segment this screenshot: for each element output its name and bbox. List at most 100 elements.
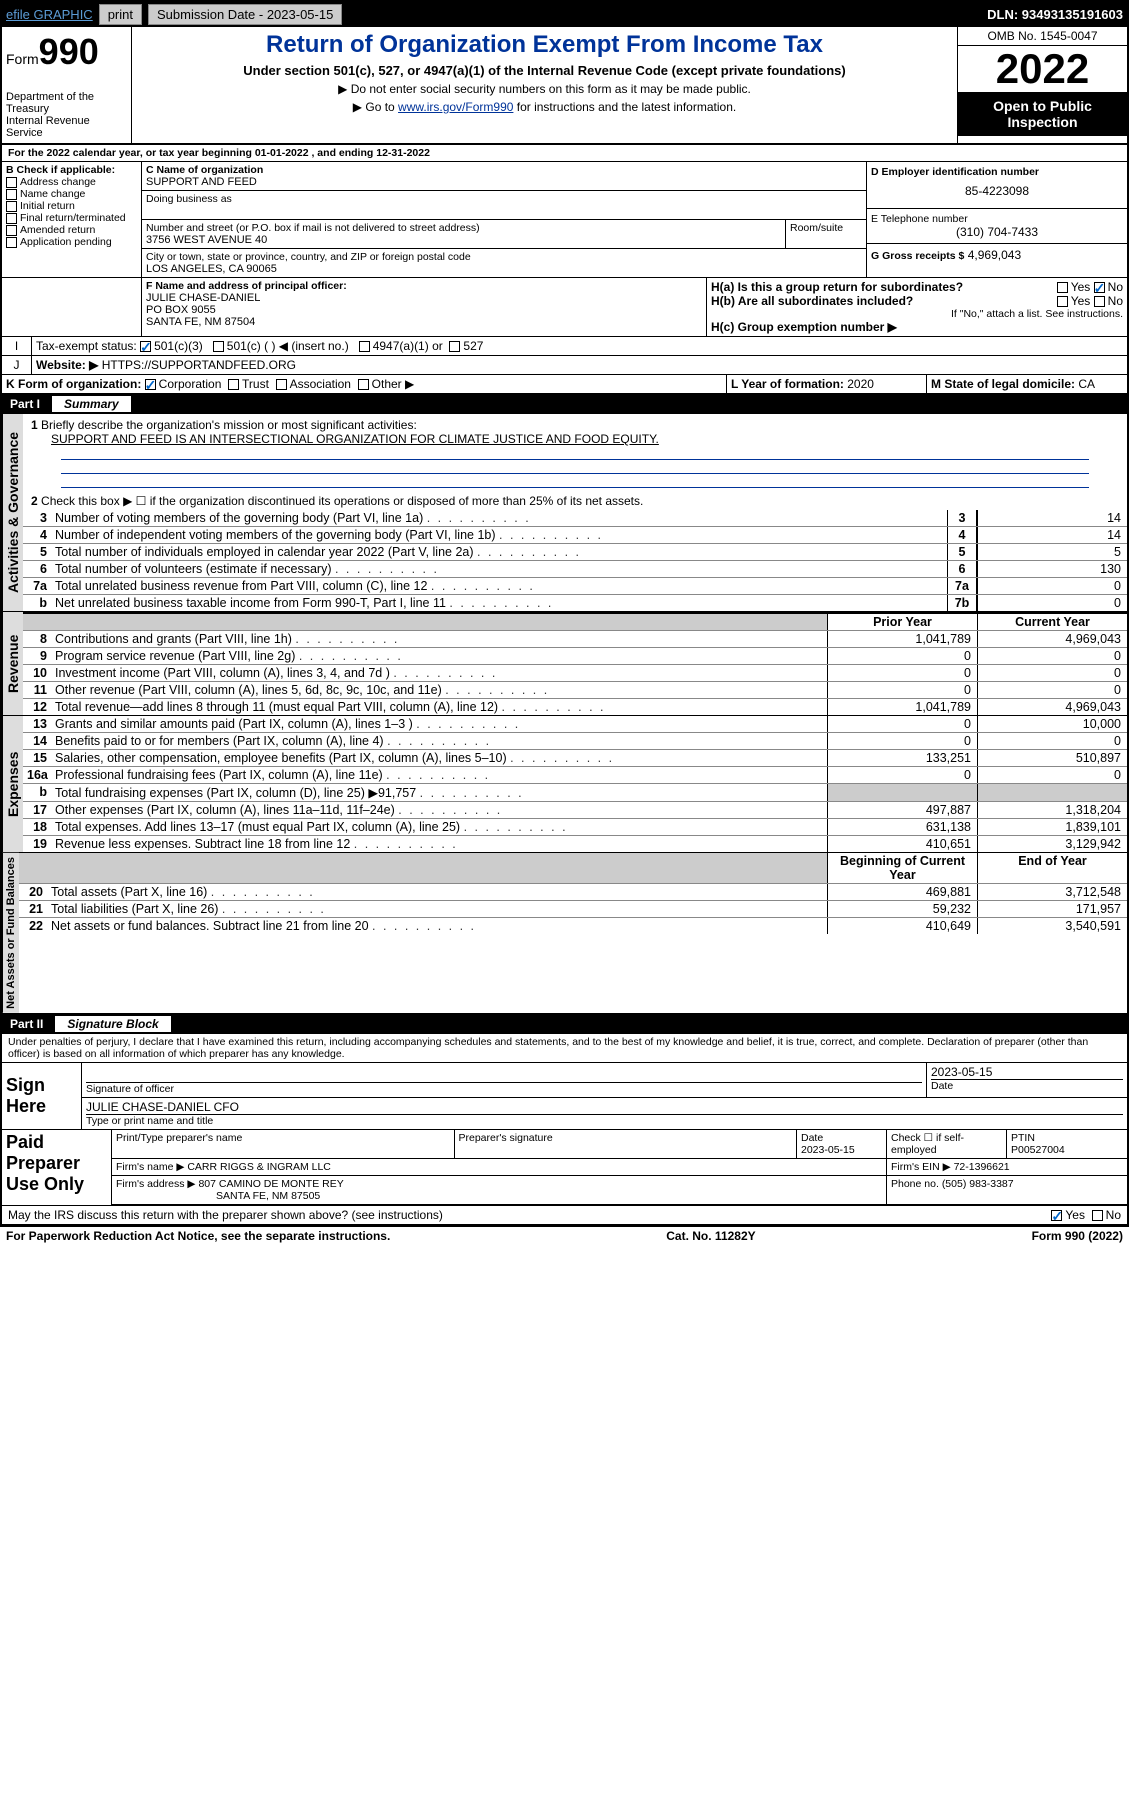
line-num: 22: [19, 918, 47, 934]
curr-val: 0: [977, 665, 1127, 681]
may-no: No: [1106, 1208, 1121, 1222]
opt-pending: Application pending: [6, 236, 137, 248]
prior-val: 1,041,789: [827, 631, 977, 647]
line-num: 11: [23, 682, 51, 698]
hdr-beg: Beginning of Current Year: [827, 853, 977, 883]
curr-val: 0: [977, 682, 1127, 698]
firm-name: CARR RIGGS & INGRAM LLC: [187, 1161, 331, 1173]
firm-addr-lbl: Firm's address ▶: [116, 1178, 196, 1190]
dept-treasury: Department of the Treasury: [6, 91, 127, 115]
ein: 85-4223098: [871, 178, 1123, 204]
taxexempt-label: Tax-exempt status:: [36, 339, 137, 353]
part2-title: Signature Block: [55, 1016, 170, 1032]
line-val: 0: [977, 578, 1127, 594]
line-val: 14: [977, 527, 1127, 543]
opt-501c3: 501(c)(3): [154, 339, 203, 353]
firm-ein-lbl: Firm's EIN ▶: [891, 1161, 951, 1173]
curr-val: 4,969,043: [977, 631, 1127, 647]
prior-val: 410,651: [827, 836, 977, 852]
line-num: 17: [23, 802, 51, 818]
note-goto: ▶ Go to www.irs.gov/Form990 for instruct…: [140, 100, 949, 114]
may-discuss: May the IRS discuss this return with the…: [8, 1208, 443, 1222]
opt-address: Address change: [6, 176, 137, 188]
print-button[interactable]: print: [99, 4, 142, 25]
line-desc: Other expenses (Part IX, column (A), lin…: [51, 802, 827, 818]
vlabel-expenses: Expenses: [2, 716, 23, 852]
opt-amended: Amended return: [6, 224, 137, 236]
footer-right: Form 990 (2022): [1032, 1229, 1123, 1243]
stateM-label: M State of legal domicile:: [931, 377, 1078, 391]
line-desc: Total assets (Part X, line 16): [47, 884, 827, 900]
gross-receipts: 4,969,043: [968, 248, 1021, 262]
line1-label: Briefly describe the organization's miss…: [41, 418, 417, 432]
line-box: 7b: [947, 595, 977, 611]
curr-val: 3,129,942: [977, 836, 1127, 852]
curr-val: 510,897: [977, 750, 1127, 766]
ptin: P00527004: [1011, 1144, 1123, 1156]
block-f-label: F Name and address of principal officer:: [146, 280, 702, 292]
line-num: 7a: [23, 578, 51, 594]
line-desc: Net unrelated business taxable income fr…: [51, 595, 947, 611]
prior-val: 0: [827, 648, 977, 664]
line-desc: Total revenue—add lines 8 through 11 (mu…: [51, 699, 827, 715]
line-num: 9: [23, 648, 51, 664]
curr-val: 4,969,043: [977, 699, 1127, 715]
website-url: HTTPS://SUPPORTANDFEED.ORG: [102, 358, 296, 372]
opt-name: Name change: [6, 188, 137, 200]
prior-val: 410,649: [827, 918, 977, 934]
city-label: City or town, state or province, country…: [146, 251, 862, 263]
dln-text: DLN: 93493135191603: [987, 7, 1123, 22]
block-c-label: C Name of organization: [146, 164, 862, 176]
block-e-label: E Telephone number: [871, 213, 1123, 225]
line-num: 4: [23, 527, 51, 543]
line-desc: Program service revenue (Part VIII, line…: [51, 648, 827, 664]
line-num: 14: [23, 733, 51, 749]
prep-sig-lbl: Preparer's signature: [455, 1130, 798, 1158]
officer-po: PO BOX 9055: [146, 304, 702, 316]
period-text: For the 2022 calendar year, or tax year …: [8, 147, 430, 159]
org-name: SUPPORT AND FEED: [146, 176, 862, 188]
prior-val: 59,232: [827, 901, 977, 917]
line-desc: Total liabilities (Part X, line 26): [47, 901, 827, 917]
prior-val: 469,881: [827, 884, 977, 900]
hdr-end: End of Year: [977, 853, 1127, 883]
line-num: 20: [19, 884, 47, 900]
curr-val: 1,839,101: [977, 819, 1127, 835]
line-desc: Revenue less expenses. Subtract line 18 …: [51, 836, 827, 852]
firm-phone: (505) 983-3387: [942, 1178, 1014, 1190]
opt-4947: 4947(a)(1) or: [373, 339, 443, 353]
part1-title: Summary: [52, 396, 131, 412]
yearL-label: L Year of formation:: [731, 377, 847, 391]
form-subtitle: Under section 501(c), 527, or 4947(a)(1)…: [140, 63, 949, 78]
officer-printed-lbl: Type or print name and title: [86, 1115, 1123, 1127]
line-desc: Number of voting members of the governin…: [51, 510, 947, 526]
line-desc: Professional fundraising fees (Part IX, …: [51, 767, 827, 783]
form-number: 990: [39, 31, 99, 72]
line-num: 21: [19, 901, 47, 917]
hdr-prior: Prior Year: [827, 614, 977, 630]
prior-val: 0: [827, 665, 977, 681]
website-label: Website: ▶: [36, 358, 98, 372]
line-desc: Grants and similar amounts paid (Part IX…: [51, 716, 827, 732]
phone: (310) 704-7433: [871, 225, 1123, 239]
note-ssn: ▶ Do not enter social security numbers o…: [140, 82, 949, 96]
line-desc: Total unrelated business revenue from Pa…: [51, 578, 947, 594]
opt-501c: 501(c) ( ) ◀ (insert no.): [227, 339, 349, 353]
officer-printed: JULIE CHASE-DANIEL CFO: [86, 1100, 1123, 1115]
efile-link[interactable]: efile GRAPHIC: [6, 7, 93, 22]
submission-date-button[interactable]: Submission Date - 2023-05-15: [148, 4, 342, 25]
line-desc: Salaries, other compensation, employee b…: [51, 750, 827, 766]
line-num: 12: [23, 699, 51, 715]
opt-trust: Trust: [242, 377, 269, 391]
curr-val: 3,712,548: [977, 884, 1127, 900]
line-num: 8: [23, 631, 51, 647]
opt-other: Other ▶: [372, 377, 415, 391]
paid-preparer: Paid Preparer Use Only: [2, 1130, 112, 1205]
year-formation: 2020: [847, 377, 874, 391]
vlabel-revenue: Revenue: [2, 612, 23, 715]
prior-val: 0: [827, 716, 977, 732]
top-bar: efile GRAPHIC print Submission Date - 20…: [2, 2, 1127, 27]
room-label: Room/suite: [790, 222, 862, 234]
curr-val: 1,318,204: [977, 802, 1127, 818]
irs-link[interactable]: www.irs.gov/Form990: [398, 100, 513, 114]
